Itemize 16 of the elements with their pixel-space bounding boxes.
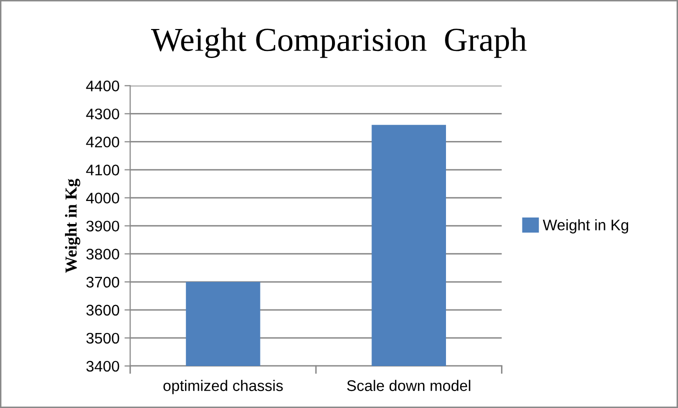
y-tick-label: 3900 [86,220,120,232]
y-tick-label: 4200 [86,136,120,148]
y-tick-label: 3600 [86,304,120,316]
y-tick-label: 4100 [86,164,120,176]
y-tick-label: 4400 [86,80,120,92]
y-tick-label: 4000 [86,192,120,204]
y-tick-label: 3500 [86,332,120,344]
legend-label: Weight in Kg [542,219,628,234]
chart-title: Weight Comparision Graph [151,28,527,58]
x-tick-label: Scale down model [347,380,470,392]
y-axis-title: Weight in Kg [64,178,80,273]
y-tick-label: 4300 [86,108,120,120]
y-tick-label: 3400 [86,360,120,372]
x-tick-label: optimized chassis [163,380,283,394]
y-tick-label: 3800 [86,248,120,260]
y-tick-label: 3700 [86,276,120,288]
